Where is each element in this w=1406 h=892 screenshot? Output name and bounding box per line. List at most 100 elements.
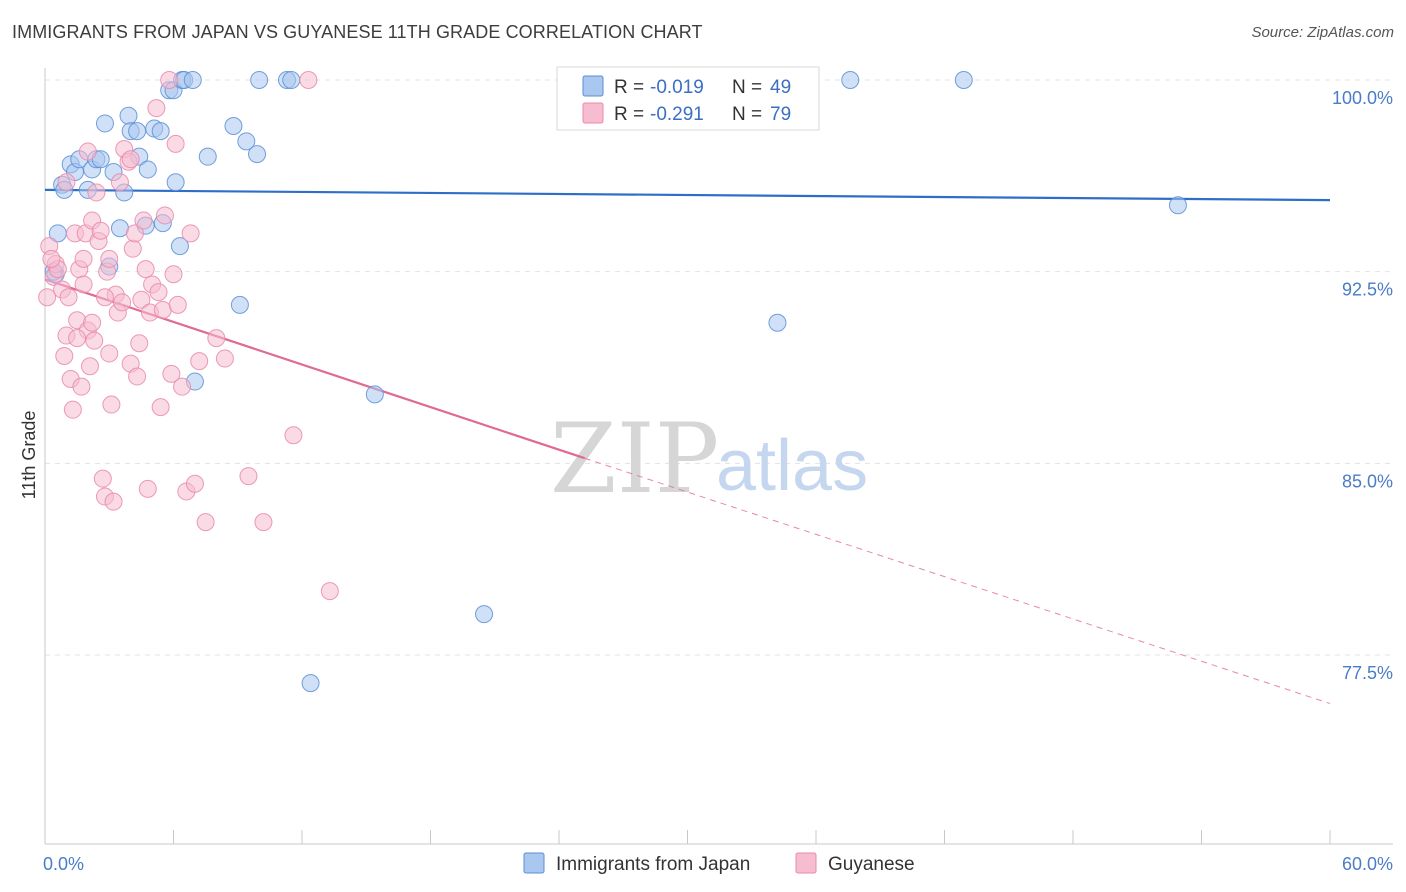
y-tick-label: 100.0% [1332,88,1393,108]
japan-point [1168,196,1187,215]
trend-lines [44,188,1331,705]
guyanese-point [123,239,142,258]
data-points [38,71,1187,693]
guyanese-point [100,249,119,268]
bottom-legend-swatch-guyanese [795,852,817,874]
japan-point [224,117,243,135]
x-tick-label-min: 0.0% [43,854,84,874]
axes [44,68,1393,845]
japan-point [110,219,129,238]
legend-swatch-japan [582,75,604,97]
legend-r-value-japan: -0.019 [650,77,704,98]
japan-point [768,313,787,332]
japan-point [151,122,170,141]
guyanese-point [149,283,168,302]
guyanese-point [78,142,97,161]
guyanese-point [185,474,204,493]
guyanese-point [74,249,93,268]
guyanese-point [153,301,172,319]
guyanese-point [134,211,153,230]
guyanese-point [299,71,318,89]
watermark-atlas-text: atlas [716,426,868,506]
guyanese-point [68,329,87,348]
guyanese-point [113,293,132,312]
legend-n-value-japan: 49 [770,77,791,98]
source-credit: Source: ZipAtlas.com [1251,24,1394,41]
japan-point [301,674,320,693]
x-tick-labels: 0.0% 60.0% [43,854,1393,874]
chart-title: IMMIGRANTS FROM JAPAN VS GUYANESE 11TH G… [12,22,703,42]
guyanese-point [166,134,185,153]
guyanese-point [63,400,82,419]
guyanese-point [42,249,61,268]
guyanese-point [207,329,226,348]
guyanese-point [104,492,123,511]
guyanese-point [93,469,112,488]
guyanese-point [125,224,144,243]
guyanese-point [320,582,339,601]
guyanese-point [128,367,147,386]
japan-point [119,106,138,125]
japan-trend-line [44,188,1331,202]
guyanese-trend-line [44,278,586,460]
guyanese-point [100,344,119,363]
guyanese-point [95,288,114,307]
japan-point [365,385,384,404]
japan-point [248,145,267,164]
guyanese-point [85,331,104,350]
guyanese-point [254,513,273,532]
guyanese-point [181,224,200,243]
guyanese-point [168,295,187,314]
japan-point [183,71,202,89]
guyanese-point [91,221,110,240]
y-tick-label: 85.0% [1342,471,1393,491]
japan-point [95,114,114,133]
guyanese-point [196,513,215,532]
grid-lines [45,79,1393,656]
guyanese-point [74,275,93,294]
japan-point [166,173,185,192]
guyanese-point [87,183,106,202]
y-axis-title: 11th Grade [19,411,39,500]
guyanese-point [130,334,149,353]
guyanese-point [121,150,140,169]
guyanese-point [72,377,91,396]
japan-point [954,71,973,89]
guyanese-point [284,426,303,445]
guyanese-point [215,349,234,368]
x-tick-label-max: 60.0% [1342,854,1393,874]
guyanese-point [151,398,170,417]
japan-point [230,295,249,314]
legend-r-label-japan: R = [614,77,644,98]
guyanese-trend-extension [584,457,1331,705]
legend-swatch-guyanese [582,102,604,124]
legend-r-value-guyanese: -0.291 [650,104,704,125]
guyanese-point [162,364,181,383]
guyanese-point [173,377,192,396]
legend-n-value-guyanese: 79 [770,104,791,125]
y-tick-labels: 100.0% 92.5% 85.0% 77.5% [1332,88,1393,683]
japan-point [128,122,147,141]
guyanese-point [110,173,129,192]
y-tick-label: 92.5% [1342,280,1393,300]
japan-point [138,160,157,179]
guyanese-point [138,479,157,498]
guyanese-point [38,288,57,307]
guyanese-point [55,347,74,365]
correlation-legend: R = -0.019 N = 49 R = -0.291 N = 79 [556,66,820,131]
series-legend: Immigrants from Japan Guyanese [523,852,915,875]
guyanese-point [57,173,76,192]
legend-n-label-guyanese: N = [732,104,762,125]
legend-n-label-japan: N = [732,77,762,98]
japan-point [170,237,189,256]
japan-point [475,605,494,624]
guyanese-point [190,352,209,371]
japan-point [237,132,256,151]
guyanese-point [102,395,121,414]
japan-point [250,71,269,89]
guyanese-point [132,290,151,309]
legend-r-label-guyanese: R = [614,104,644,125]
y-tick-label: 77.5% [1342,663,1393,683]
guyanese-point [164,265,183,284]
